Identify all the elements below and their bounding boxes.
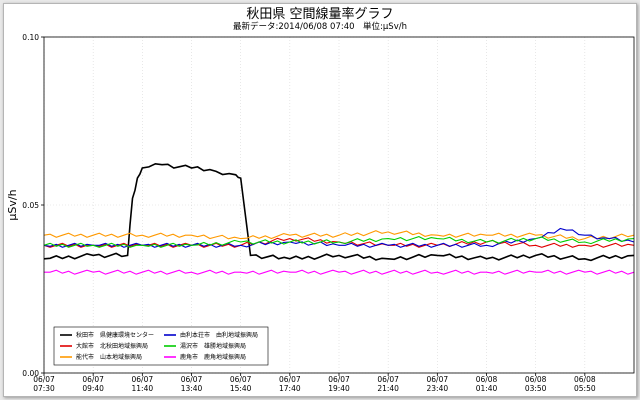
- series-line: [44, 269, 635, 275]
- x-tick-label-time: 17:40: [279, 384, 301, 393]
- x-tick-label-date: 06/07: [279, 375, 301, 384]
- y-axis-label: μSv/h: [6, 189, 19, 220]
- x-tick-label-date: 06/07: [427, 375, 449, 384]
- series-layer: [43, 162, 635, 275]
- legend-box: [53, 326, 269, 366]
- x-tick-label-date: 06/08: [476, 375, 498, 384]
- x-tick-label-time: 03:50: [525, 384, 547, 393]
- chart-frame: 秋田県 空間線量率グラフ 最新データ:2014/06/08 07:40 単位:μ…: [3, 3, 637, 397]
- y-tick-label: 0.10: [22, 33, 39, 42]
- x-tick-label-date: 06/07: [328, 375, 350, 384]
- x-tick-label-date: 06/07: [377, 375, 399, 384]
- legend-label: 湯沢市 雄勝地域振興局: [180, 342, 246, 350]
- x-tick-label-time: 21:40: [377, 384, 399, 393]
- y-tick-label: 0.00: [22, 369, 39, 378]
- chart-subtitle: 最新データ:2014/06/08 07:40 単位:μSv/h: [233, 21, 407, 32]
- series-line: [43, 236, 635, 248]
- axes-layer: 0.000.050.1006/0707:3006/0709:4006/0711:…: [22, 33, 635, 393]
- radiation-dose-line-chart: 秋田県 空間線量率グラフ 最新データ:2014/06/08 07:40 単位:μ…: [6, 6, 635, 393]
- x-tick-label-time: 13:40: [181, 384, 203, 393]
- x-tick-label-time: 07:30: [33, 384, 55, 393]
- x-tick-label-date: 06/07: [230, 375, 252, 384]
- series-line: [43, 162, 635, 262]
- x-tick-label-time: 01:40: [476, 384, 498, 393]
- legend-label: 鹿角市 鹿角地域振興局: [180, 353, 246, 361]
- x-tick-label-time: 09:40: [82, 384, 104, 393]
- x-tick-label-date: 06/07: [181, 375, 203, 384]
- legend-label: 大館市 北秋田地域振興局: [76, 342, 148, 350]
- x-tick-label-time: 23:40: [427, 384, 449, 393]
- x-tick-label-time: 11:40: [132, 384, 154, 393]
- y-tick-label: 0.05: [22, 201, 39, 210]
- series-line: [43, 230, 635, 241]
- x-tick-label-date: 06/08: [574, 375, 596, 384]
- x-tick-label-time: 05:50: [574, 384, 596, 393]
- x-tick-label-date: 06/07: [132, 375, 154, 384]
- chart-title: 秋田県 空間線量率グラフ: [246, 6, 393, 22]
- legend-label: 由利本荘市 由利地域振興局: [180, 331, 258, 339]
- legend-label: 能代市 山本地域振興局: [76, 353, 142, 361]
- x-tick-label-date: 06/08: [525, 375, 547, 384]
- x-tick-label-time: 19:40: [328, 384, 350, 393]
- x-tick-label-date: 06/07: [33, 375, 55, 384]
- x-tick-label-time: 15:40: [230, 384, 252, 393]
- x-tick-label-date: 06/07: [82, 375, 104, 384]
- legend-label: 秋田市 県健康環境センター: [76, 331, 154, 339]
